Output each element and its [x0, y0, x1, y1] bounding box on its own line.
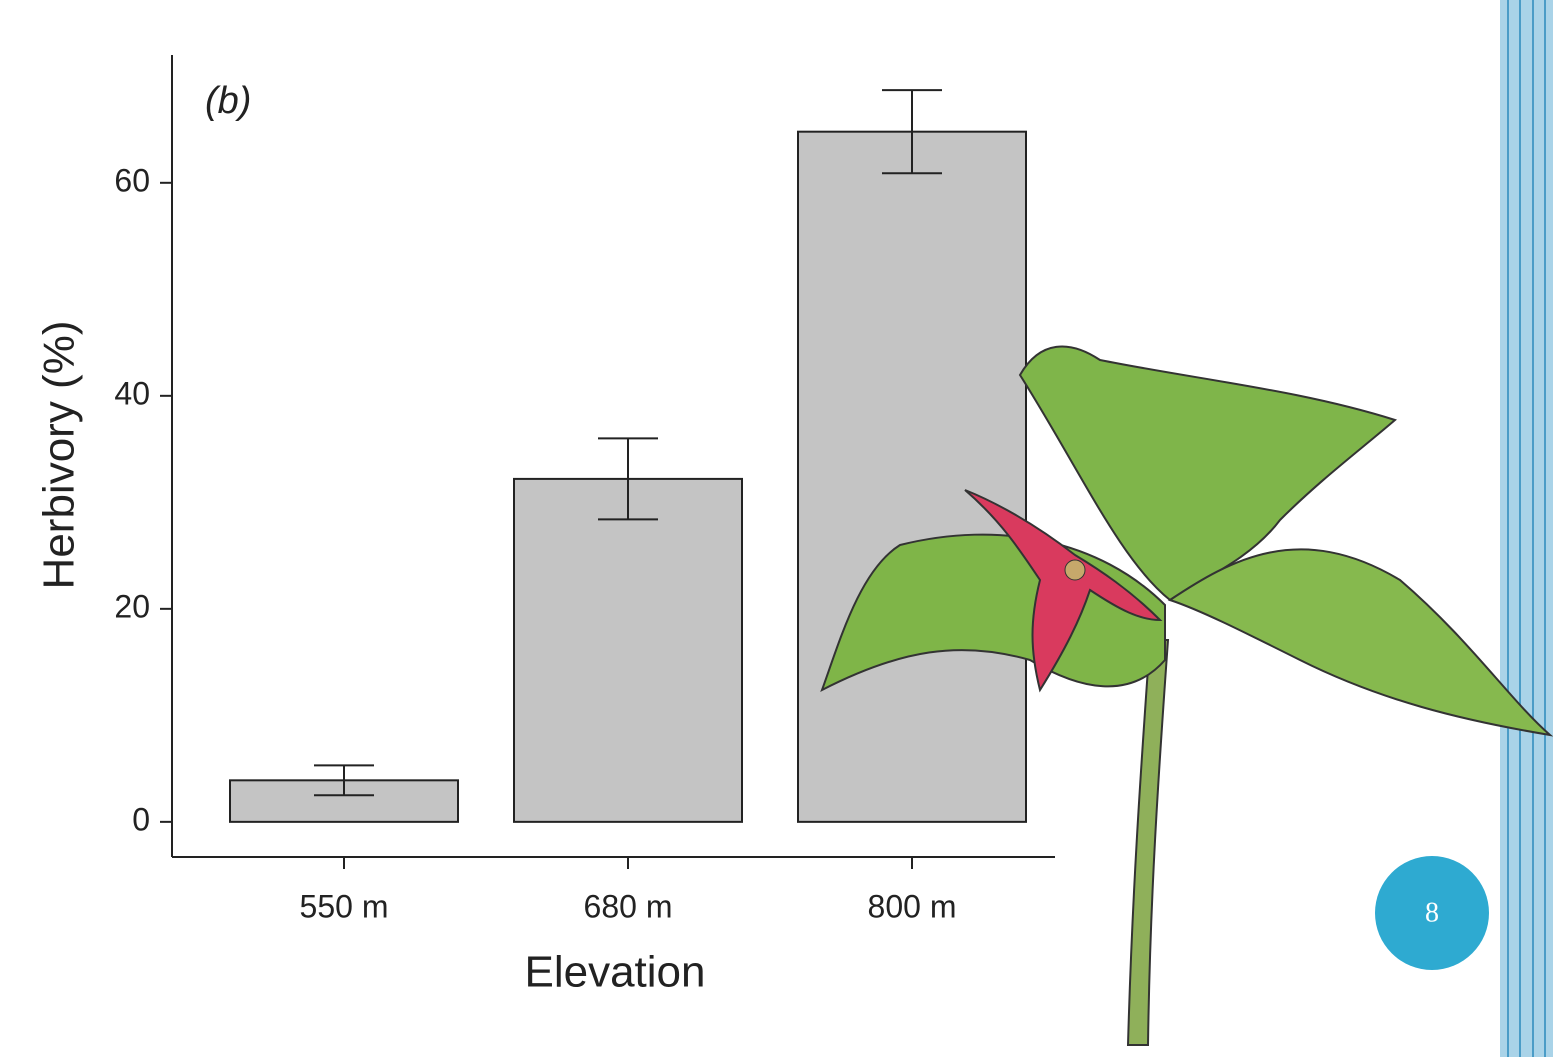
y-tick-label: 0 — [132, 801, 150, 837]
x-tick-label: 680 m — [584, 888, 673, 924]
chart: (b) Herbivory (%) Elevation 0 20 40 60 550 m… — [35, 55, 1055, 997]
panel-label: (b) — [205, 80, 251, 122]
bar — [797, 130, 1027, 823]
y-tick-label: 40 — [114, 375, 150, 411]
page-number: 8 — [1425, 897, 1439, 928]
page-number-badge — [1375, 856, 1489, 970]
y-tick-label: 20 — [114, 588, 150, 624]
x-tick-label: 550 m — [300, 888, 389, 924]
x-tick-label: 800 m — [868, 888, 957, 924]
x-axis-label: Elevation — [524, 948, 705, 997]
y-tick-label: 60 — [114, 162, 150, 198]
y-axis-label: Herbivory (%) — [35, 321, 84, 590]
plant-illustration — [820, 345, 1553, 1046]
bar — [513, 477, 743, 823]
